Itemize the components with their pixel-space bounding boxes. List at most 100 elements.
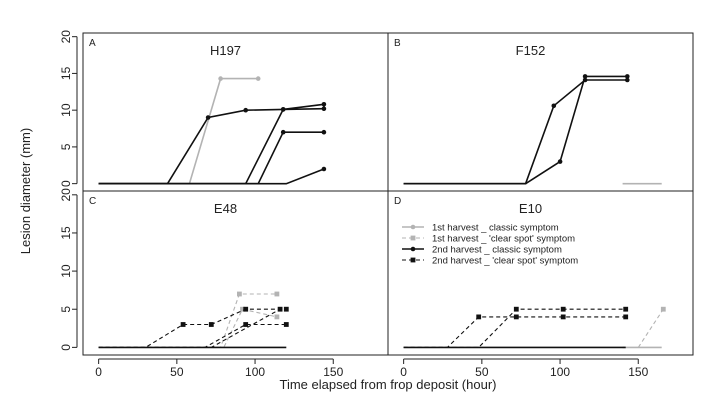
series-d-2 <box>637 306 666 348</box>
data-point <box>283 322 289 327</box>
panel-letter: D <box>394 196 401 207</box>
data-point <box>623 314 629 320</box>
panel-letter: C <box>89 196 96 207</box>
data-point <box>218 76 223 81</box>
series-line <box>98 293 277 348</box>
legend-item: 2nd harvest _ 'clear spot' symptom <box>402 256 578 267</box>
panel-title: H197 <box>210 43 241 58</box>
data-point <box>560 314 566 320</box>
panel-letter: B <box>394 38 401 49</box>
x-tick-label: 50 <box>475 365 489 379</box>
panel-d: D E10 <box>387 190 694 356</box>
legend-label: 2nd harvest _ classic symptom <box>432 245 562 256</box>
legend-item: 2nd harvest _ classic symptom <box>402 245 562 256</box>
y-tick-label: 10 <box>59 264 73 278</box>
data-point <box>180 322 186 327</box>
y-tick-label: 15 <box>59 66 73 80</box>
x-tick-label: 100 <box>550 365 570 379</box>
data-point <box>625 77 630 83</box>
data-point <box>255 76 261 81</box>
y-axis-label: Lesion diameter (mm) <box>18 128 33 254</box>
panel-b: B F152 <box>387 32 694 192</box>
series-line <box>98 308 278 348</box>
series-d-5 <box>403 306 629 348</box>
panel-c: C E48 <box>82 190 389 356</box>
data-point <box>551 103 557 109</box>
x-tick-label: 100 <box>245 365 265 379</box>
panels-layer: A H197 B F152 C E48 D E10 <box>82 32 694 356</box>
data-point <box>623 306 629 312</box>
data-point <box>321 166 327 172</box>
data-point <box>625 74 630 79</box>
series-line <box>98 323 287 348</box>
x-tick-label: 50 <box>170 365 184 379</box>
legend-marker <box>410 246 416 252</box>
series-c-5 <box>98 322 289 348</box>
series-a-5 <box>98 166 327 185</box>
x-tick-label: 150 <box>323 365 343 379</box>
series-line <box>98 308 281 348</box>
data-point <box>237 291 242 297</box>
legend-label: 1st harvest _ classic symptom <box>432 223 559 234</box>
data-point <box>582 74 588 79</box>
panel-letter: A <box>89 38 96 49</box>
legend-marker <box>410 257 416 263</box>
data-point <box>660 306 666 312</box>
data-point <box>280 107 286 112</box>
data-point <box>274 314 280 320</box>
data-point <box>513 314 519 320</box>
y-tick-label: 15 <box>59 226 73 240</box>
panel-title: E10 <box>519 201 542 216</box>
panel-title: F152 <box>516 43 546 58</box>
data-point <box>240 306 245 312</box>
data-point <box>513 306 519 312</box>
legend-item: 1st harvest _ classic symptom <box>402 223 559 234</box>
series-c-1 <box>98 291 280 348</box>
data-point <box>557 159 563 164</box>
series-c-6 <box>98 306 283 348</box>
x-axis-right: 0 50 100 150 <box>400 358 649 379</box>
data-point <box>243 107 248 113</box>
data-point <box>274 291 280 297</box>
y-tick-label: 0 <box>59 344 73 351</box>
data-point <box>321 129 327 135</box>
data-point <box>476 314 482 320</box>
data-point <box>283 306 289 312</box>
series-c-4 <box>98 306 289 348</box>
data-point <box>205 115 211 120</box>
data-point <box>321 106 327 111</box>
series-line <box>98 308 287 348</box>
data-point <box>277 306 283 312</box>
series-line <box>98 168 325 185</box>
y-axis-top: 0 5 10 15 20 <box>59 30 78 187</box>
y-tick-label: 20 <box>59 30 73 44</box>
legend-item: 1st harvest _ 'clear spot' symptom <box>402 234 575 245</box>
x-axis-label: Time elapsed from frop deposit (hour) <box>279 377 496 392</box>
legend-label: 2nd harvest _ 'clear spot' symptom <box>432 256 578 267</box>
y-tick-label: 20 <box>59 188 73 202</box>
x-tick-label: 150 <box>628 365 648 379</box>
y-tick-label: 5 <box>59 306 73 313</box>
data-point <box>243 306 249 312</box>
y-axis-bottom: 0 5 10 15 20 <box>59 188 78 351</box>
data-point <box>321 102 327 107</box>
panel-title: E48 <box>214 201 237 216</box>
y-tick-label: 5 <box>59 143 73 150</box>
x-tick-label: 0 <box>95 365 102 379</box>
data-point <box>560 306 566 312</box>
legend-marker <box>410 235 416 241</box>
data-point <box>280 129 286 135</box>
panel-frame <box>387 190 694 356</box>
data-point <box>208 322 214 327</box>
series-c-2 <box>98 306 280 348</box>
legend-label: 1st harvest _ 'clear spot' symptom <box>432 234 575 245</box>
data-point <box>243 322 249 327</box>
x-tick-label: 0 <box>400 365 407 379</box>
legend-marker <box>410 224 416 230</box>
y-tick-label: 10 <box>59 103 73 117</box>
series-line <box>637 308 664 348</box>
